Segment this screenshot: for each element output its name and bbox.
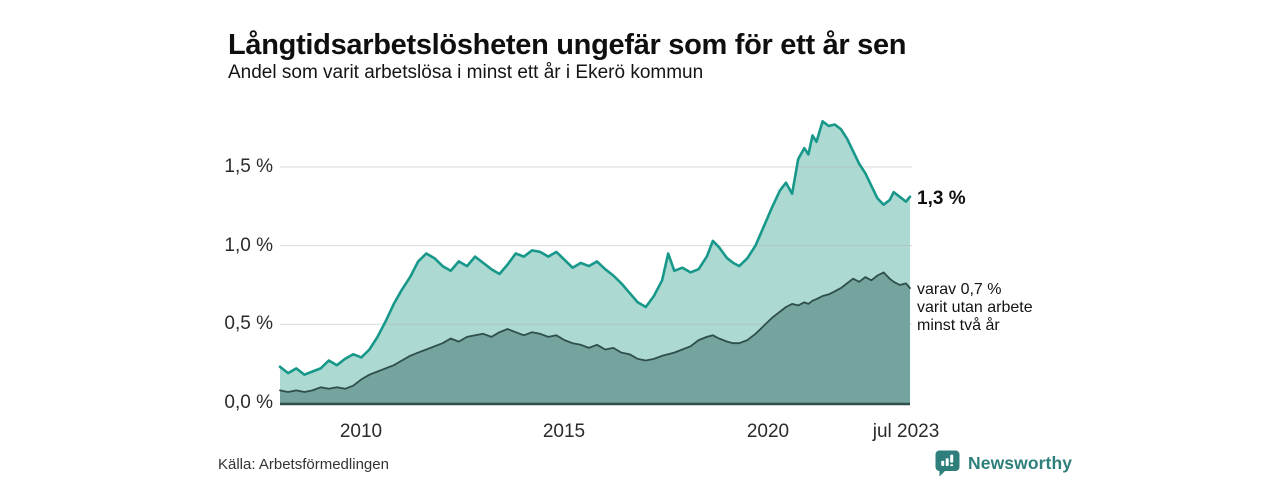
y-tick-label-0-5: 0,5 %: [224, 313, 273, 334]
newsworthy-brand-text: Newsworthy: [968, 453, 1073, 473]
x-tick-label-jul-2023: jul 2023: [872, 421, 940, 442]
x-tick-label-2020: 2020: [746, 421, 790, 442]
chart-subtitle: Andel som varit arbetslösa i minst ett å…: [228, 62, 704, 83]
y-tick-label-1-0: 1,0 %: [224, 235, 273, 256]
series2-end-label-line1: varav 0,7 %: [917, 281, 1002, 298]
chart-title: Långtidsarbetslösheten ungefär som för e…: [228, 29, 907, 62]
series2-end-value-label: varav 0,7 % varit utan arbete minst två …: [917, 281, 1033, 335]
series2-end-label-line3: minst två år: [917, 317, 1000, 334]
newsworthy-logo-link[interactable]: Newsworthy: [934, 449, 1072, 478]
series2-end-label-line2: varit utan arbete: [917, 299, 1033, 316]
x-tick-label-2015: 2015: [542, 421, 586, 442]
series1-end-value-label: 1,3 %: [917, 188, 966, 209]
y-tick-label-1-5: 1,5 %: [224, 156, 273, 177]
newsworthy-logo-icon: [935, 450, 960, 477]
source-label: Källa: Arbetsförmedlingen: [218, 456, 389, 473]
x-tick-label-2010: 2010: [339, 421, 383, 442]
y-tick-label-0-0: 0,0 %: [224, 392, 273, 413]
